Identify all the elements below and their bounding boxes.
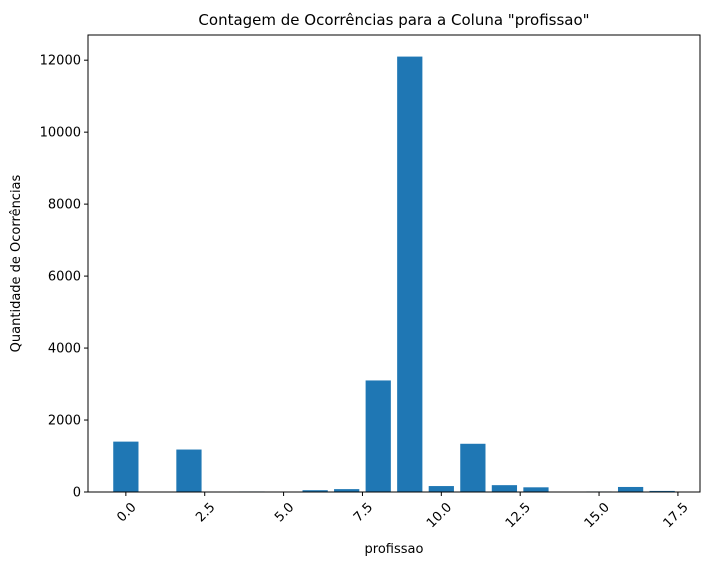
x-tick-label: 2.5: [193, 500, 218, 525]
bar-16: [617, 486, 644, 492]
y-tick-label: 0: [73, 486, 81, 501]
bars-group: [113, 56, 675, 493]
y-tick-label: 6000: [48, 270, 81, 285]
y-axis-ticks: 0 2000 4000 6000 8000 10000 12000: [40, 54, 88, 501]
x-tick-label: 10.0: [424, 500, 455, 531]
x-axis-label: profissao: [365, 542, 424, 557]
x-tick-label: 12.5: [503, 500, 534, 531]
chart-title: Contagem de Ocorrências para a Coluna "p…: [198, 11, 589, 29]
bar-6: [302, 490, 328, 492]
bar-9: [397, 56, 423, 493]
bar-2: [176, 449, 202, 492]
y-tick-label: 2000: [48, 414, 81, 429]
x-tick-label: 7.5: [351, 500, 376, 525]
bar-7: [334, 489, 360, 492]
bar-11: [460, 443, 486, 492]
bar-10: [428, 486, 454, 492]
x-axis-ticks: 0.0 2.5 5.0 7.5 10.0 12.5 15.0 17.5: [114, 492, 692, 531]
y-tick-label: 4000: [48, 342, 81, 357]
y-tick-label: 8000: [48, 198, 81, 213]
y-tick-label: 10000: [40, 126, 81, 141]
bar-13: [523, 487, 549, 492]
x-tick-label: 17.5: [661, 500, 692, 531]
x-tick-label: 5.0: [272, 500, 297, 525]
x-tick-label: 15.0: [582, 500, 613, 531]
x-tick-label: 0.0: [114, 500, 139, 525]
y-axis-label: Quantidade de Ocorrências: [9, 174, 24, 352]
plot-frame: [87, 34, 701, 493]
bar-0: [113, 441, 139, 492]
bar-12: [491, 485, 518, 492]
bar-17: [649, 490, 675, 492]
bar-8: [365, 380, 391, 492]
y-tick-label: 12000: [40, 54, 81, 69]
